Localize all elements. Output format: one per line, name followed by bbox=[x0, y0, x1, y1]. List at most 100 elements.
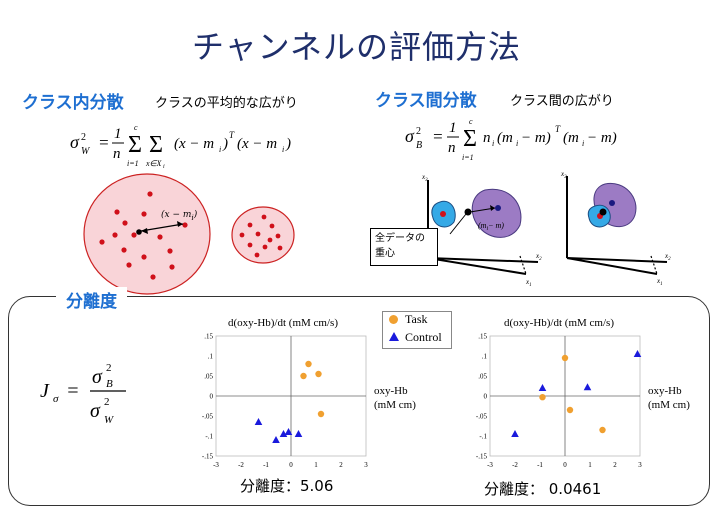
svg-text:=: = bbox=[432, 127, 443, 146]
svg-text:=: = bbox=[98, 133, 109, 152]
svg-text:(x − m: (x − m bbox=[237, 136, 277, 152]
chart1-x-tick-label: -1 bbox=[263, 461, 269, 469]
svg-text:(x − m: (x − m bbox=[174, 136, 214, 152]
chart1-x-tick-label: 3 bbox=[364, 461, 368, 469]
chart1-x-tick-label: -3 bbox=[213, 461, 219, 469]
svg-text:(m: (m bbox=[563, 130, 579, 146]
chart2-y-tick-label: .1 bbox=[482, 353, 488, 361]
chart1-y-tick-label: .1 bbox=[208, 353, 214, 361]
within-heading: クラス内分散 bbox=[22, 93, 124, 113]
chart2-x-tick-label: -1 bbox=[537, 461, 543, 469]
chart2-y-tick-label: .05 bbox=[478, 373, 487, 381]
axis-x1-label: x1 bbox=[525, 278, 532, 288]
svg-text:W: W bbox=[104, 414, 114, 426]
svg-text:1: 1 bbox=[449, 120, 457, 136]
legend-control-marker bbox=[389, 332, 399, 341]
chart2-y-tick-label: -.15 bbox=[476, 453, 488, 461]
svg-text:c: c bbox=[469, 117, 473, 126]
chart1-x-tick-label: -2 bbox=[238, 461, 244, 469]
separation-panel bbox=[8, 296, 710, 506]
svg-text:n: n bbox=[448, 140, 456, 156]
between-diagram-2: x3 x2 x1 bbox=[560, 170, 671, 287]
svg-text:c: c bbox=[134, 123, 138, 132]
svg-text:σ: σ bbox=[90, 400, 101, 422]
chart1-control-point bbox=[294, 430, 303, 437]
chart1-control-point bbox=[279, 430, 288, 437]
svg-text:i=1: i=1 bbox=[127, 159, 139, 168]
chart2-x-tick-label: 0 bbox=[563, 461, 567, 469]
svg-text:): ) bbox=[222, 136, 228, 152]
svg-text:σ: σ bbox=[92, 366, 103, 388]
svg-text:− m): − m) bbox=[587, 130, 617, 146]
svg-text:T: T bbox=[555, 124, 561, 134]
axis-x2-label: x2 bbox=[535, 252, 542, 262]
svg-text:=: = bbox=[66, 380, 80, 402]
chart2-x-tick-label: -3 bbox=[487, 461, 493, 469]
axis-x1-label-2: x1 bbox=[656, 277, 663, 287]
legend: Task Control bbox=[382, 311, 452, 349]
chart1-y-tick-label: .05 bbox=[204, 373, 213, 381]
overall-centroid-line2: 重心 bbox=[375, 248, 395, 259]
svg-text:σ: σ bbox=[405, 126, 415, 146]
svg-text:2: 2 bbox=[416, 126, 421, 137]
chart1-task-point bbox=[317, 410, 325, 418]
chart2-task-point bbox=[539, 394, 546, 401]
chart2-task-point bbox=[566, 406, 574, 414]
svg-text:− m): − m) bbox=[521, 130, 551, 146]
legend-task-marker bbox=[389, 315, 398, 324]
chart2-task-point bbox=[599, 426, 606, 434]
svg-text:J: J bbox=[40, 380, 50, 402]
chart1-x-tick-label: 0 bbox=[289, 461, 293, 469]
chart1-control-point bbox=[284, 428, 293, 435]
chart1-ylabel: d(oxy-Hb)/dt (mM cm/s) bbox=[228, 317, 338, 329]
legend-task-label: Task bbox=[405, 312, 428, 326]
within-subtitle: クラスの平均的な広がり bbox=[155, 96, 298, 111]
svg-text:i: i bbox=[492, 139, 494, 148]
chart2-control-point bbox=[583, 383, 592, 391]
svg-text:i: i bbox=[282, 145, 284, 154]
svg-text:n: n bbox=[483, 130, 491, 146]
class-diff-label: (mi− m) bbox=[478, 221, 504, 232]
chart1: -3 -2 -1 0 1 2 3 -.15 -.1 -.05 0 .05 .1 .15 bbox=[202, 333, 368, 470]
chart1-control-point bbox=[254, 418, 263, 425]
chart1-y-tick-label: 0 bbox=[210, 393, 214, 401]
mean-vector-label: (x − mi) bbox=[161, 210, 198, 222]
chart1-x-tick-label: 1 bbox=[314, 461, 318, 469]
between-diagram-1: x3 x2 x1 (mi− m) bbox=[421, 173, 542, 288]
svg-text:): ) bbox=[285, 136, 291, 152]
chart2-task-point bbox=[561, 354, 569, 362]
between-subtitle: クラス間の広がり bbox=[510, 94, 614, 109]
svg-text:Σ: Σ bbox=[149, 132, 163, 158]
between-formula: σ 2 B = 1 n Σ c i=1 n i (m i − m) T (m i… bbox=[405, 117, 617, 162]
axis-x2-label-2: x2 bbox=[664, 252, 671, 262]
svg-text:σ: σ bbox=[70, 132, 80, 152]
legend-control-label: Control bbox=[405, 330, 442, 344]
chart2-y-tick-label: .15 bbox=[478, 333, 487, 341]
chart1-caption: 分離度：5.06 bbox=[240, 477, 334, 495]
chart2-y-tick-label: -.1 bbox=[479, 433, 487, 441]
within-formula: σ 2 W = 1 n Σ c i=1 Σ x∈X i (x − m i ) T… bbox=[70, 123, 291, 170]
chart2-y-tick-label: -.05 bbox=[476, 413, 488, 421]
chart1-x-tick-label: 2 bbox=[339, 461, 343, 469]
chart2-y-tick-label: 0 bbox=[484, 393, 488, 401]
chart2-control-point bbox=[511, 430, 519, 437]
svg-text:B: B bbox=[416, 140, 422, 151]
page-title: チャンネルの評価方法 bbox=[191, 28, 522, 66]
small-cluster bbox=[231, 206, 295, 264]
between-heading: クラス間分散 bbox=[375, 91, 477, 111]
chart1-y-tick-label: -.15 bbox=[202, 453, 214, 461]
svg-text:1: 1 bbox=[114, 126, 122, 142]
svg-text:2: 2 bbox=[104, 396, 110, 408]
chart2: -3 -2 -1 0 1 2 3 -.15 -.1 -.05 0 .05 .1 .15 bbox=[476, 333, 642, 470]
chart1-task-point bbox=[315, 370, 322, 378]
chart1-xlabel: oxy-Hb (mM cm) bbox=[374, 385, 416, 411]
overall-centroid-callout: 全データの 重心 bbox=[370, 228, 438, 266]
chart2-x-tick-label: 2 bbox=[613, 461, 617, 469]
svg-text:Σ: Σ bbox=[463, 126, 477, 152]
chart2-x-tick-label: -2 bbox=[512, 461, 518, 469]
svg-text:σ: σ bbox=[53, 393, 59, 405]
chart2-control-point bbox=[538, 384, 547, 391]
chart1-task-point bbox=[305, 360, 312, 368]
svg-text:i=1: i=1 bbox=[462, 153, 474, 162]
svg-text:W: W bbox=[81, 146, 91, 157]
